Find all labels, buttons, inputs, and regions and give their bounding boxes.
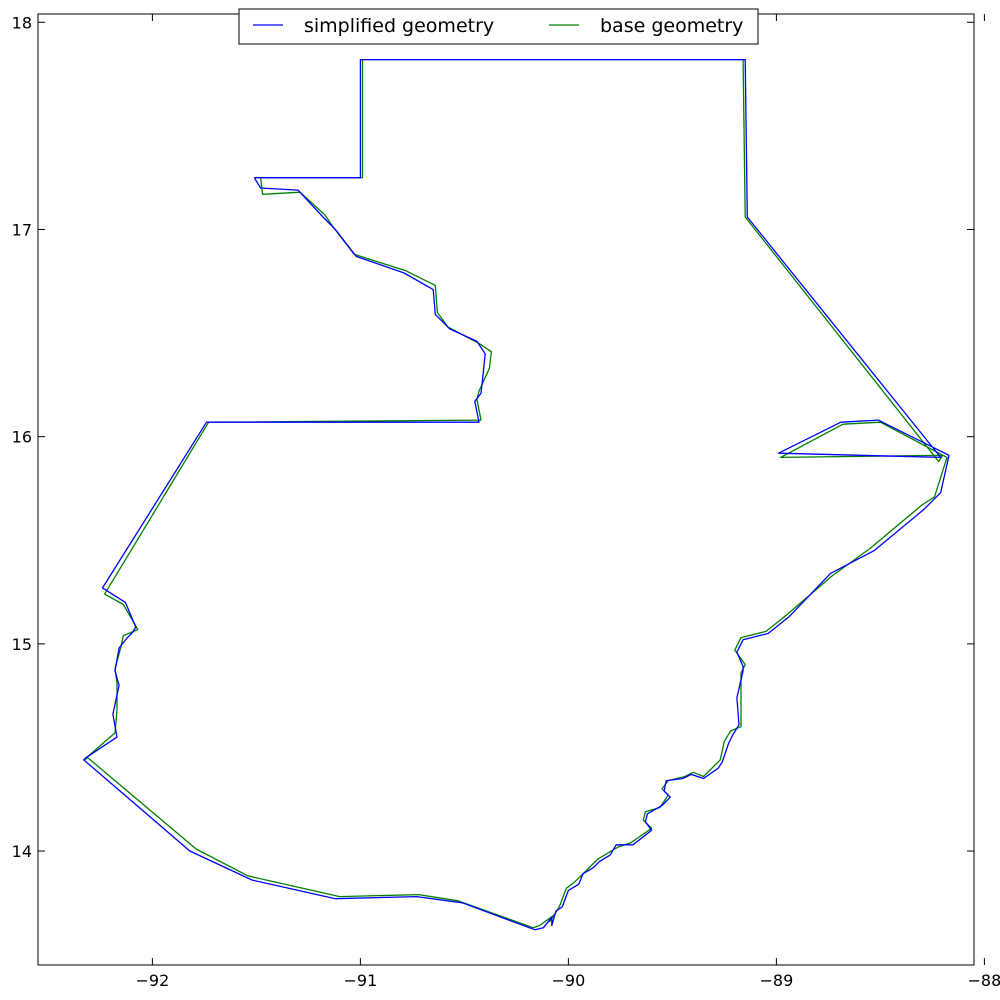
legend-label-base: base geometry xyxy=(600,15,743,37)
series-layer xyxy=(83,58,950,931)
legend-box xyxy=(238,8,759,45)
x-axis: −92 −91 −90 −89 −88 xyxy=(136,14,1000,990)
x-tick-label: −92 xyxy=(136,971,170,990)
x-tick-label: −90 xyxy=(552,971,586,990)
series-line-simplified xyxy=(83,58,950,931)
y-tick-label: 15 xyxy=(12,635,32,654)
plot-area xyxy=(38,14,974,965)
legend: simplified geometry base geometry xyxy=(238,8,759,45)
y-tick-label: 18 xyxy=(12,13,32,32)
x-tick-label: −88 xyxy=(968,971,1000,990)
y-tick-label: 17 xyxy=(12,220,32,239)
y-tick-label: 14 xyxy=(12,842,32,861)
legend-label-simplified: simplified geometry xyxy=(304,15,494,37)
y-tick-label: 16 xyxy=(12,428,32,447)
y-axis: 14 15 16 17 18 xyxy=(12,13,974,861)
x-tick-label: −89 xyxy=(760,971,794,990)
x-tick-label: −91 xyxy=(344,971,378,990)
